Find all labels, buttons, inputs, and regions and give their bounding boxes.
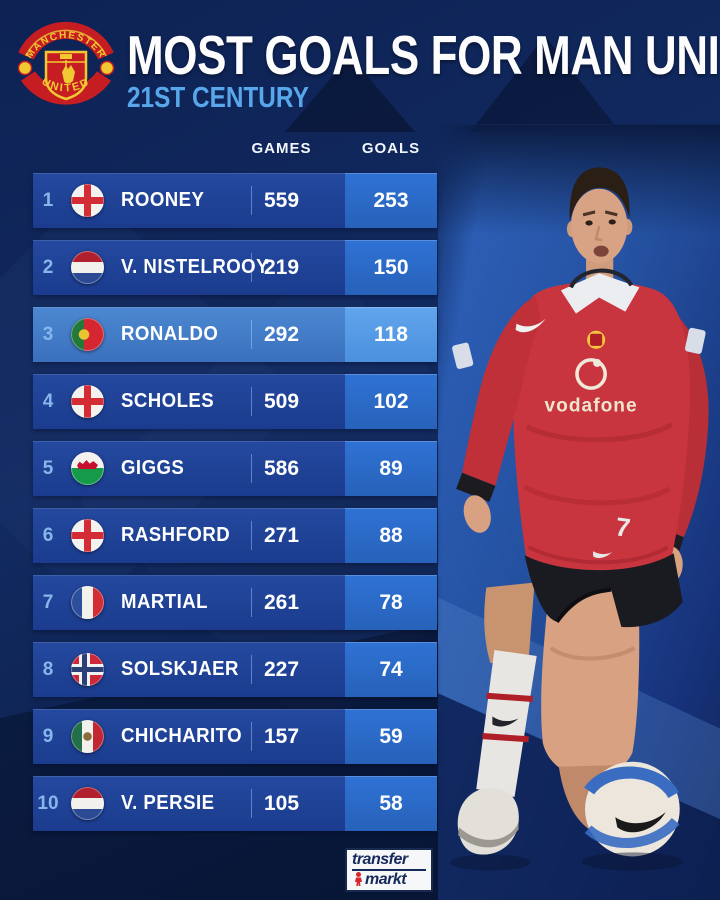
games-column-header: GAMES xyxy=(251,140,312,157)
mexico-flag xyxy=(71,720,104,753)
france-flag xyxy=(71,586,104,619)
games-value: 261 xyxy=(263,590,300,614)
goals-value: 88 xyxy=(345,508,437,563)
row-rank: 4 xyxy=(42,390,54,412)
games-value: 227 xyxy=(263,657,300,681)
netherlands-flag xyxy=(71,787,104,820)
table-row: 6 RASHFORD 271 88 xyxy=(33,508,437,563)
svg-text:UNITED: UNITED xyxy=(40,76,93,95)
player-name: CHICHARITO xyxy=(121,725,243,747)
player-name: SOLSKJAER xyxy=(121,658,239,680)
goals-column-header: GOALS xyxy=(361,140,421,157)
brand-word-bottom: markt xyxy=(365,870,407,888)
row-rank: 9 xyxy=(42,725,54,747)
transfermarkt-mascot-icon xyxy=(355,872,362,887)
shorts-number-text: 7 xyxy=(614,511,633,543)
player-name: GIGGS xyxy=(121,457,185,479)
england-flag xyxy=(71,385,104,418)
table-row: 4 SCHOLES 509 102 xyxy=(33,374,437,429)
games-value: 219 xyxy=(263,255,300,279)
games-value: 559 xyxy=(263,188,300,212)
table-row: 2 V. NISTELROOY 219 150 xyxy=(33,240,437,295)
ranking-table: GAMES GOALS 1 ROONEY 559 253 2 V. NISTEL… xyxy=(33,140,437,843)
games-value: 157 xyxy=(263,724,300,748)
player-name: MARTIAL xyxy=(121,591,208,613)
goals-value: 118 xyxy=(345,307,437,362)
row-rank: 6 xyxy=(42,524,54,546)
games-value: 105 xyxy=(263,791,300,815)
row-rank: 1 xyxy=(42,189,54,211)
games-value: 586 xyxy=(263,456,300,480)
column-headers: GAMES GOALS xyxy=(33,140,437,160)
portugal-flag xyxy=(71,318,104,351)
goals-value: 89 xyxy=(345,441,437,496)
goals-value: 150 xyxy=(345,240,437,295)
netherlands-flag xyxy=(71,251,104,284)
table-rows: 1 ROONEY 559 253 2 V. NISTELROOY 219 150… xyxy=(33,173,437,831)
goals-value: 78 xyxy=(345,575,437,630)
player-name: RONALDO xyxy=(121,323,219,345)
wales-flag xyxy=(71,452,104,485)
england-flag xyxy=(71,519,104,552)
row-rank: 3 xyxy=(42,323,54,345)
ronaldo-illustration: vodafone 7 xyxy=(438,124,720,900)
transfermarkt-logo: transfer markt xyxy=(345,848,433,893)
goals-value: 253 xyxy=(345,173,437,228)
table-row: 5 GIGGS 586 89 xyxy=(33,441,437,496)
table-row: 3 RONALDO 292 118 xyxy=(33,307,437,362)
norway-flag xyxy=(71,653,104,686)
table-row: 7 MARTIAL 261 78 xyxy=(33,575,437,630)
table-row: 9 CHICHARITO 157 59 xyxy=(33,709,437,764)
brand-word-top: transfer xyxy=(352,852,426,871)
player-name: SCHOLES xyxy=(121,390,215,412)
goals-value: 102 xyxy=(345,374,437,429)
man-united-crest: MANCHESTER UNITED xyxy=(17,21,115,105)
goals-value: 74 xyxy=(345,642,437,697)
games-value: 271 xyxy=(263,523,300,547)
goals-value: 59 xyxy=(345,709,437,764)
player-name: V. PERSIE xyxy=(121,792,215,814)
page-subtitle: 21ST CENTURY xyxy=(127,82,309,115)
table-row: 10 V. PERSIE 105 58 xyxy=(33,776,437,831)
player-name: V. NISTELROOY xyxy=(121,256,270,278)
goals-value: 58 xyxy=(345,776,437,831)
table-row: 1 ROONEY 559 253 xyxy=(33,173,437,228)
player-photo: vodafone 7 xyxy=(438,124,720,900)
crest-bottom-text: UNITED xyxy=(40,76,91,95)
shirt-sponsor-text: vodafone xyxy=(545,395,638,416)
page-title: MOST GOALS FOR MAN UNITED xyxy=(127,24,720,86)
row-rank: 2 xyxy=(42,256,54,278)
player-name: ROONEY xyxy=(121,189,205,211)
row-rank: 7 xyxy=(42,591,54,613)
table-row: 8 SOLSKJAER 227 74 xyxy=(33,642,437,697)
england-flag xyxy=(71,184,104,217)
row-rank: 8 xyxy=(42,658,54,680)
games-value: 292 xyxy=(263,322,300,346)
row-rank: 10 xyxy=(37,792,59,814)
row-rank: 5 xyxy=(42,457,54,479)
games-value: 509 xyxy=(263,389,300,413)
player-name: RASHFORD xyxy=(121,524,231,546)
